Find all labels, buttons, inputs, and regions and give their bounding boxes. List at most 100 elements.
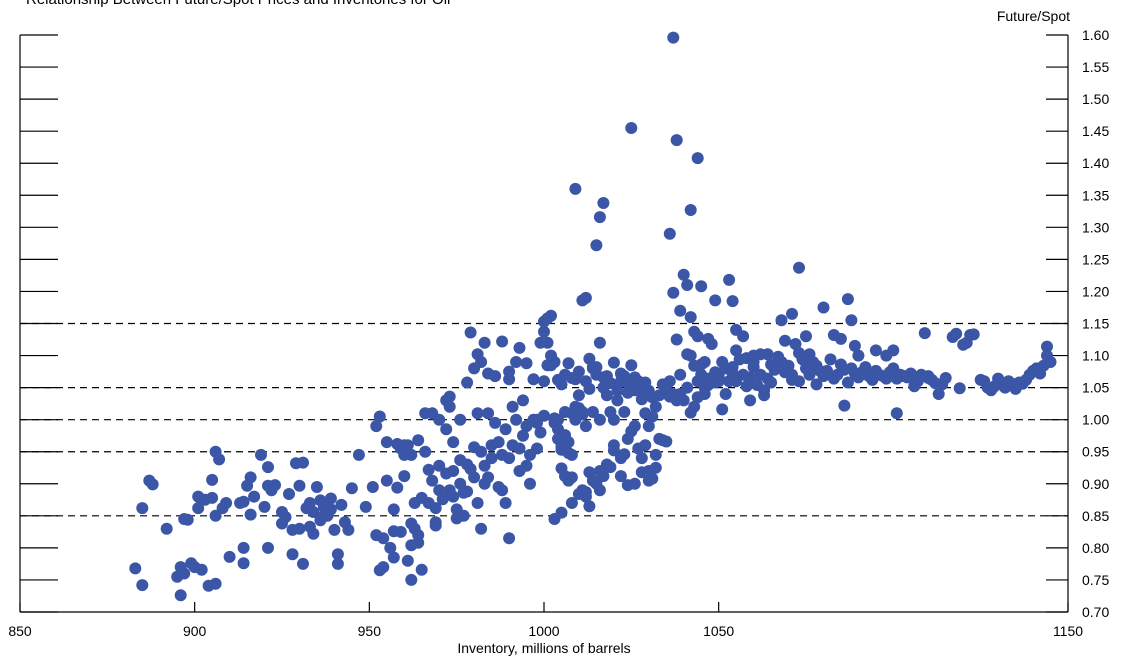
data-point	[352, 448, 365, 461]
data-point	[667, 286, 680, 299]
data-point	[674, 304, 687, 317]
data-point	[810, 378, 823, 391]
data-point	[517, 394, 529, 407]
data-point	[565, 448, 578, 461]
data-point	[618, 406, 631, 418]
data-point	[429, 502, 442, 515]
data-point	[625, 122, 638, 134]
data-point	[324, 503, 337, 516]
data-point	[482, 407, 495, 420]
data-point	[293, 522, 306, 535]
data-point	[506, 400, 519, 413]
data-point	[887, 344, 900, 357]
x-tick-label: 850	[8, 623, 32, 639]
data-point	[593, 465, 606, 477]
data-point	[195, 563, 208, 576]
data-point	[786, 307, 798, 320]
data-point	[667, 31, 680, 44]
y-tick-label: 1.05	[1082, 380, 1109, 396]
data-point	[670, 134, 683, 147]
data-point	[433, 413, 446, 426]
data-point	[513, 442, 526, 455]
data-point	[803, 368, 816, 381]
data-point	[579, 420, 592, 433]
data-point	[576, 408, 589, 421]
data-point	[531, 413, 543, 426]
data-point	[443, 400, 456, 413]
data-point	[1041, 340, 1053, 353]
x-tick-label: 1050	[703, 623, 734, 639]
data-point	[635, 466, 648, 479]
y-tick-label: 0.95	[1082, 444, 1109, 460]
data-point	[136, 579, 149, 592]
data-point	[639, 439, 652, 452]
data-point	[953, 382, 966, 395]
data-point	[628, 477, 641, 490]
data-point	[496, 335, 509, 348]
data-point	[768, 363, 781, 376]
data-point	[468, 471, 481, 484]
data-point	[793, 375, 805, 388]
data-point	[262, 541, 274, 554]
data-point	[869, 344, 882, 357]
data-point	[642, 474, 655, 487]
data-point	[737, 330, 750, 343]
data-point	[918, 327, 931, 340]
data-point	[583, 352, 596, 365]
data-point	[695, 280, 708, 293]
data-point	[387, 551, 400, 564]
data-point	[607, 356, 620, 369]
data-point	[286, 548, 299, 561]
data-point	[510, 356, 523, 368]
data-point	[531, 442, 543, 455]
data-point	[517, 429, 529, 442]
data-point	[684, 349, 697, 362]
axes: 0.70 0.75 0.80 0.85 0.90 0.95 1.00 1.05 1.10 1.15…	[8, 27, 1109, 639]
data-point	[723, 273, 736, 286]
data-point	[209, 577, 222, 590]
data-point	[765, 376, 778, 389]
data-point	[859, 361, 872, 374]
data-point	[209, 509, 222, 522]
data-point	[223, 550, 236, 563]
data-point	[684, 204, 697, 216]
data-point	[237, 557, 250, 570]
data-point	[129, 562, 142, 575]
data-point	[136, 502, 149, 515]
data-point	[146, 478, 159, 491]
data-point	[534, 336, 547, 349]
y-tick-label: 1.25	[1082, 251, 1109, 267]
data-point	[628, 420, 641, 433]
data-point	[387, 503, 400, 516]
y-tick-label: 1.20	[1082, 283, 1109, 299]
data-point	[779, 334, 791, 347]
data-point	[548, 356, 561, 368]
data-point	[478, 459, 491, 472]
data-point	[841, 293, 854, 306]
data-point	[297, 557, 309, 570]
data-point	[845, 314, 858, 327]
data-point	[950, 327, 963, 340]
data-point	[593, 413, 606, 426]
data-point	[744, 371, 757, 384]
data-points	[129, 31, 1057, 602]
data-point	[307, 506, 320, 518]
y-tick-label: 1.10	[1082, 348, 1109, 364]
data-point	[677, 268, 690, 281]
data-point	[489, 370, 502, 383]
data-point	[552, 413, 564, 426]
data-point	[160, 522, 173, 535]
data-point	[492, 436, 505, 449]
data-point	[454, 413, 467, 426]
data-point	[248, 490, 261, 503]
data-point	[324, 492, 337, 505]
data-point	[475, 522, 488, 535]
data-point	[646, 410, 659, 423]
y-tick-label: 0.85	[1082, 508, 1109, 524]
data-point	[712, 370, 725, 383]
data-point	[852, 349, 865, 362]
data-point	[269, 479, 281, 492]
data-point	[359, 500, 372, 513]
data-point	[206, 473, 219, 486]
